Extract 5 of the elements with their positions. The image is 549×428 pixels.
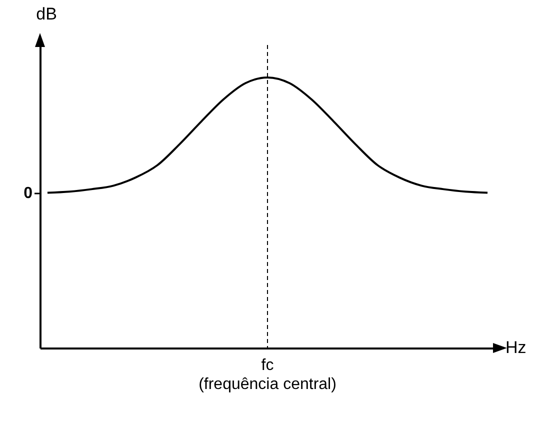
text: (frequência central) bbox=[198, 376, 336, 393]
text: fc bbox=[261, 357, 274, 374]
text: Hz bbox=[506, 338, 526, 357]
y-axis-title: dB bbox=[36, 4, 57, 24]
text: 0 bbox=[24, 185, 33, 202]
